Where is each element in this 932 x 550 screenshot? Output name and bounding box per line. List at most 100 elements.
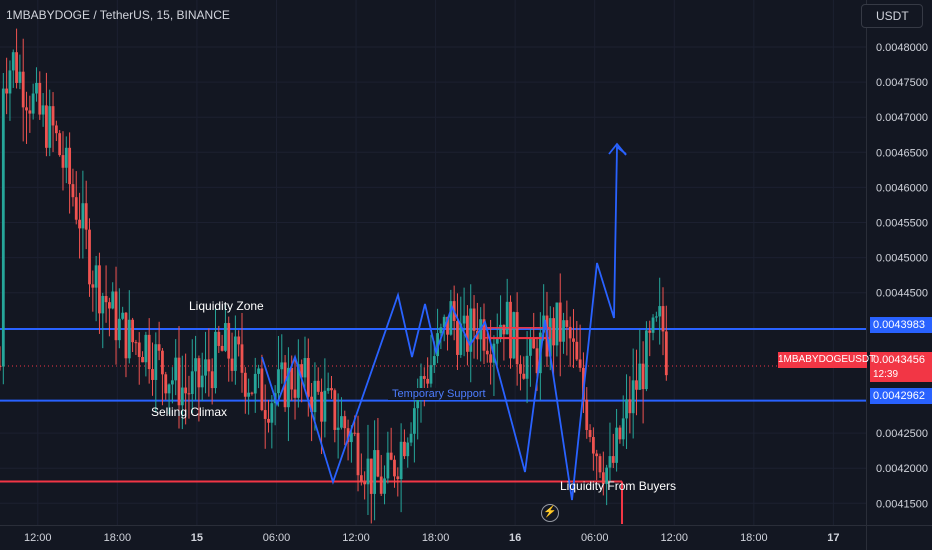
candle-body xyxy=(31,93,35,114)
currency-button[interactable]: USDT xyxy=(861,4,923,28)
candle-body xyxy=(290,367,294,390)
candle-body xyxy=(591,437,595,454)
candle-body xyxy=(303,358,307,378)
candle-body xyxy=(333,390,337,430)
selling-climax-label: Selling Climax xyxy=(151,405,228,419)
candle-body xyxy=(393,459,396,477)
candle-body xyxy=(449,301,453,335)
candle-body xyxy=(621,418,625,440)
candle-body xyxy=(436,333,439,357)
candle-body xyxy=(641,363,645,390)
candle-body xyxy=(525,355,529,379)
candle-body xyxy=(509,301,512,359)
price-tick-label: 0.0041500 xyxy=(876,498,928,510)
price-tick-label: 0.0046500 xyxy=(876,147,928,159)
candle-body xyxy=(151,369,154,380)
projection-arrow-head xyxy=(608,142,627,156)
candle-body xyxy=(144,334,148,363)
candle-body xyxy=(51,106,55,126)
candle-body xyxy=(101,296,105,314)
candle-body xyxy=(661,306,665,332)
candle-body xyxy=(237,336,241,345)
candle-body xyxy=(11,52,15,71)
candle-body xyxy=(147,334,151,370)
candle-body xyxy=(369,458,373,494)
candle-body xyxy=(356,432,360,476)
candle-body xyxy=(94,265,98,288)
candle-body xyxy=(489,354,493,363)
candle-body xyxy=(565,320,569,327)
price-tick-label: 0.0044500 xyxy=(876,288,928,300)
candle-body xyxy=(555,302,559,346)
candle-body xyxy=(167,384,171,394)
candle-body xyxy=(628,399,632,414)
time-tick-label: 17 xyxy=(827,532,839,544)
candle-body xyxy=(522,373,526,379)
candle-body xyxy=(472,308,476,331)
candle-body xyxy=(572,338,575,342)
candle-body xyxy=(38,82,42,115)
candle-body xyxy=(71,184,75,198)
candle-body xyxy=(293,389,297,398)
candle-body xyxy=(316,380,320,392)
price-tick-label: 0.0046000 xyxy=(876,182,928,194)
candle-body xyxy=(625,399,628,419)
candle-body xyxy=(157,344,161,351)
candle-body xyxy=(54,125,58,134)
candle-body xyxy=(310,396,314,413)
candle-body xyxy=(330,388,333,391)
candle-body xyxy=(174,357,178,381)
candle-body xyxy=(363,482,367,485)
candle-body xyxy=(190,371,194,394)
candle-body xyxy=(107,302,111,309)
candle-body xyxy=(131,319,134,343)
candle-body xyxy=(618,427,622,440)
candle-body xyxy=(359,475,363,483)
candle-body xyxy=(58,133,62,156)
lightning-icon[interactable]: ⚡ xyxy=(541,504,559,522)
candle-body xyxy=(117,318,121,341)
candle-body xyxy=(134,342,138,344)
last-price-tag: 0.0043456 xyxy=(870,352,932,368)
candle-body xyxy=(240,344,244,373)
candle-body xyxy=(121,312,125,319)
candle-body xyxy=(429,365,433,384)
candle-body xyxy=(114,291,118,341)
candle-body xyxy=(499,324,502,339)
candle-body xyxy=(419,376,423,397)
candle-body xyxy=(257,368,260,374)
candle-body xyxy=(439,327,443,334)
temporary-support-label: Temporary Support xyxy=(388,388,490,400)
candle-body xyxy=(631,380,635,414)
candle-body xyxy=(243,372,247,397)
candle-body xyxy=(502,324,506,335)
candle-body xyxy=(141,356,144,363)
candle-body xyxy=(81,203,85,229)
candle-body xyxy=(495,338,499,344)
candle-body xyxy=(654,316,658,318)
time-tick-label: 18:00 xyxy=(104,532,132,544)
candle-body xyxy=(61,155,65,168)
candle-body xyxy=(180,387,184,406)
candle-body xyxy=(98,265,101,314)
candle-body xyxy=(74,197,78,220)
candle-body xyxy=(645,330,648,390)
candle-body xyxy=(485,350,489,355)
price-tick-label: 0.0045500 xyxy=(876,218,928,230)
candle-body xyxy=(68,147,72,185)
candle-body xyxy=(615,427,618,463)
candle-body xyxy=(326,388,330,391)
candle-body xyxy=(578,359,582,368)
upper-level-price-tag[interactable]: 0.0043983 xyxy=(870,317,932,333)
candle-body xyxy=(48,106,52,148)
bar-countdown: 12:39 xyxy=(870,368,932,382)
candle-body xyxy=(127,319,131,359)
candle-body xyxy=(426,378,430,384)
candle-body xyxy=(608,456,612,468)
candle-body xyxy=(300,364,304,378)
candle-body xyxy=(197,358,201,388)
candle-body xyxy=(161,350,164,375)
candle-body xyxy=(280,362,284,370)
lower-level-price-tag[interactable]: 0.0042962 xyxy=(870,388,932,404)
